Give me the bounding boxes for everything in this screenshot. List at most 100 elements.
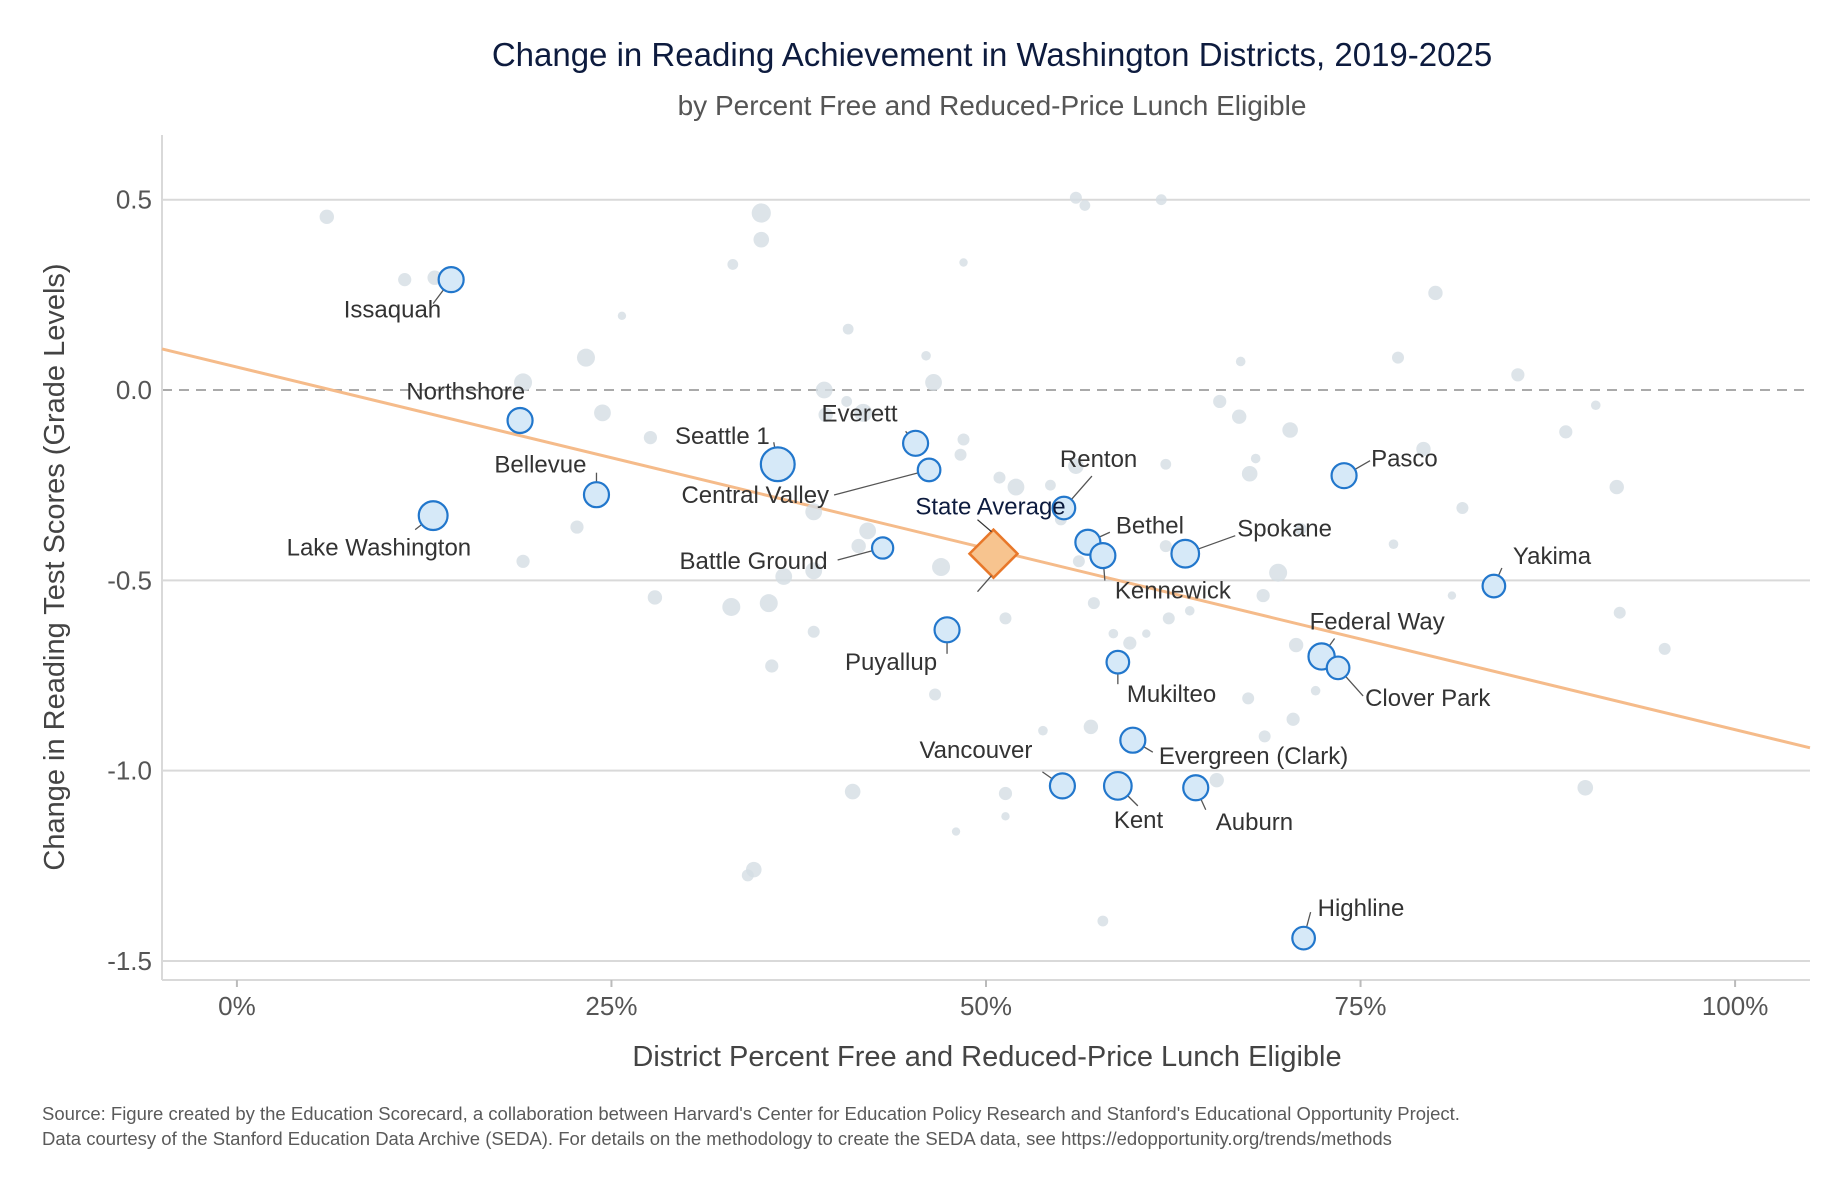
district-label: Federal Way [1310,608,1445,635]
district-point [1072,555,1085,568]
district-point [851,538,866,554]
highlighted-district-point [901,429,930,457]
gridlines [162,198,1810,962]
highlighted-district-point [759,446,796,483]
x-tick-label: 25% [585,991,637,1021]
district-label: Northshore [406,378,525,405]
district-point [1087,597,1100,610]
district-point [1577,779,1594,796]
district-label: Kennewick [1115,578,1232,605]
district-point [1511,368,1525,382]
district-point [999,612,1012,625]
state-average-label: State Average [915,494,1065,521]
y-tick-label: -1.0 [107,756,152,786]
highlighted-district-point [1051,495,1077,521]
district-label: Highline [1318,895,1405,922]
x-axis-title: District Percent Free and Reduced-Price … [632,1041,1341,1073]
x-tick-label: 50% [960,991,1012,1021]
district-point [859,522,877,540]
district-point [818,407,833,422]
district-label: Seattle 1 [675,423,770,450]
district-point [1428,285,1443,301]
highlighted-district-point [1481,573,1507,599]
district-label: Clover Park [1365,685,1491,712]
district-point [1388,539,1399,549]
district-point [1069,191,1082,204]
x-tick-label: 0% [218,991,256,1021]
highlighted-district-point [1330,462,1358,490]
district-point [957,433,970,446]
district-point [1213,394,1227,409]
district-point [844,783,861,800]
district-label: Everett [822,400,898,427]
highlighted-district-point [1102,770,1133,801]
district-point [841,396,853,407]
x-tick-label: 75% [1335,991,1387,1021]
district-label: Bethel [1116,512,1184,539]
highlighted-district-point [1048,772,1077,800]
district-label: Bellevue [494,452,586,479]
district-point [1286,712,1300,726]
district-point [1242,692,1255,705]
district-point [1083,719,1099,735]
district-point [1184,605,1195,616]
district-point [815,381,833,399]
district-point [1159,540,1172,553]
district-point [1235,356,1246,367]
district-point [1256,588,1270,603]
district-point [993,471,1006,484]
y-tick-label: -0.5 [107,565,152,595]
district-point [1097,915,1109,927]
district-point [398,273,412,287]
label-leader [833,469,930,496]
district-point [594,404,611,422]
district-point [1108,628,1119,639]
district-point [807,625,820,638]
district-point [765,659,779,673]
district-point [1209,772,1224,788]
district-point [1155,194,1167,206]
y-tick-label: 0.0 [116,375,152,405]
district-label: Mukilteo [1127,681,1216,708]
district-point [932,558,951,577]
district-point [925,374,942,391]
district-point [921,350,931,361]
highlighted-district-point [582,481,611,509]
y-tick-label: 0.5 [116,185,152,215]
district-point [854,403,873,422]
district-label: Yakima [1513,543,1592,570]
chart-subtitle: by Percent Free and Reduced-Price Lunch … [678,90,1307,121]
highlighted-district-point [933,616,961,644]
district-point [1258,730,1271,743]
y-axis-title: Change in Reading Test Scores (Grade Lev… [39,263,71,870]
district-point [805,503,823,521]
highlighted-district-point [1105,649,1131,675]
district-point [617,311,627,320]
district-point [1142,629,1151,638]
source-line-1: Source: Figure created by the Education … [42,1103,1460,1124]
state-average-leader [977,519,992,533]
source-line-2: Data courtesy of the Stanford Education … [42,1128,1392,1149]
district-point [1079,200,1091,211]
district-point [1310,685,1321,696]
district-point [1288,637,1304,653]
district-label: Auburn [1216,809,1293,836]
district-point [727,259,739,270]
highlighted-district-point [1291,925,1317,951]
district-point [1001,812,1010,821]
district-point [1416,441,1431,457]
district-point [1160,458,1172,470]
district-labels: Issaquah Northshore Bellevue Lake Washingto… [287,297,1592,922]
district-point [1269,563,1288,582]
district-point [998,786,1013,801]
district-point [951,827,961,836]
state-average-marker [967,527,1020,580]
district-point [1123,636,1137,650]
north-thurston-leader [977,575,992,593]
district-label: Spokane [1237,516,1332,543]
district-point [1294,522,1307,535]
y-tick-label: -1.5 [107,946,152,976]
district-point [759,594,778,613]
district-point [1068,458,1084,474]
district-point [570,520,584,534]
